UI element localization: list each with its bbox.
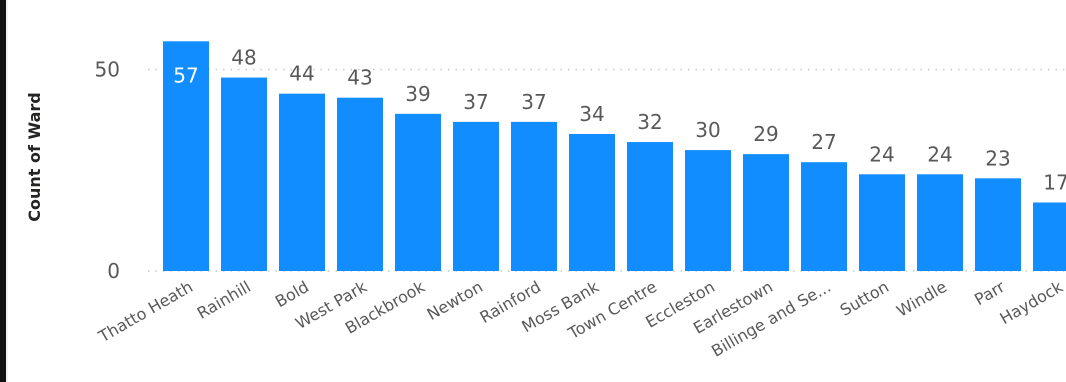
bar bbox=[395, 113, 441, 271]
data-label: 39 bbox=[405, 82, 430, 106]
y-axis-label: Count of Ward bbox=[25, 92, 44, 221]
data-label: 17 bbox=[1043, 170, 1066, 194]
x-tick-label: Bold bbox=[272, 277, 312, 311]
bar bbox=[685, 150, 731, 271]
data-label: 29 bbox=[753, 122, 778, 146]
data-label: 43 bbox=[347, 66, 372, 90]
bar bbox=[627, 142, 673, 271]
data-label: 44 bbox=[289, 62, 314, 86]
data-label: 30 bbox=[695, 118, 720, 142]
data-label: 24 bbox=[869, 142, 894, 166]
bar bbox=[917, 174, 963, 271]
x-tick-label: Thatto Heath bbox=[94, 277, 196, 347]
data-label: 57 bbox=[173, 63, 198, 87]
bar bbox=[221, 77, 267, 271]
y-axis-ticks: 0 50 bbox=[95, 58, 120, 284]
bar bbox=[163, 41, 209, 271]
bar bbox=[569, 133, 615, 271]
x-tick-label: Windle bbox=[893, 277, 950, 321]
data-label: 23 bbox=[985, 146, 1010, 170]
left-edge-border bbox=[0, 0, 6, 382]
bar bbox=[801, 162, 847, 271]
bar bbox=[975, 178, 1021, 271]
bar bbox=[337, 97, 383, 272]
left-edge-highlight bbox=[6, 0, 8, 382]
bar bbox=[743, 154, 789, 271]
x-tick-label: Rainhill bbox=[194, 277, 254, 323]
x-tick-label: Sutton bbox=[837, 277, 892, 320]
x-tick-label: Parr bbox=[971, 277, 1008, 309]
data-label: 27 bbox=[811, 130, 836, 154]
x-tick-label: Newton bbox=[424, 277, 486, 324]
y-tick-label: 50 bbox=[95, 58, 120, 82]
bars bbox=[163, 41, 1066, 272]
data-label: 37 bbox=[463, 90, 488, 114]
bar bbox=[859, 174, 905, 271]
data-label: 37 bbox=[521, 90, 546, 114]
bar bbox=[453, 121, 499, 271]
y-tick-label: 0 bbox=[107, 259, 120, 283]
bar bbox=[1033, 202, 1066, 271]
data-label: 24 bbox=[927, 142, 952, 166]
bar bbox=[279, 93, 325, 272]
bar bbox=[511, 121, 557, 271]
data-label: 34 bbox=[579, 102, 604, 126]
x-tick-label: Haydock bbox=[996, 277, 1066, 328]
data-label: 32 bbox=[637, 110, 662, 134]
data-labels: 57 48 44 43 39 37 37 34 32 30 29 27 24 24 23 17 bbox=[173, 46, 1066, 195]
data-label: 48 bbox=[231, 46, 256, 70]
